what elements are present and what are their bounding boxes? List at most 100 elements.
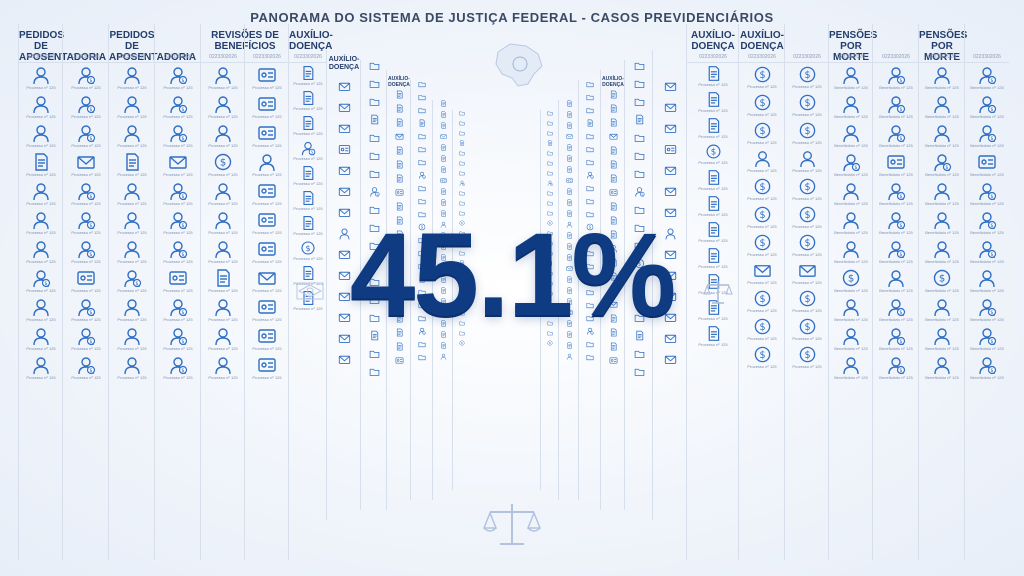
document-icon bbox=[441, 331, 446, 338]
person-icon bbox=[124, 67, 140, 85]
column-auxilio-doenca-16: 0223302026 $ Processo nº 125 $ Processo nº … bbox=[784, 24, 829, 560]
icon-caption: Processo nº 125 bbox=[252, 143, 282, 148]
list-item bbox=[601, 314, 625, 323]
document-icon bbox=[567, 331, 572, 338]
list-item: $ bbox=[453, 180, 471, 186]
svg-text:$: $ bbox=[591, 332, 593, 335]
list-item bbox=[579, 314, 601, 322]
icon-caption: Beneficiário nº 125 bbox=[970, 143, 1004, 148]
icon-caption: Processo nº 125 bbox=[792, 196, 822, 201]
list-item: Beneficiário nº 125 bbox=[873, 268, 919, 297]
person-dollar-icon: $ bbox=[170, 241, 188, 259]
brazil-map-icon bbox=[495, 43, 543, 87]
icon-caption: Processo nº 125 bbox=[71, 259, 101, 264]
folder-icon bbox=[418, 186, 426, 192]
envelope-icon bbox=[338, 355, 350, 364]
list-item: $ bbox=[579, 171, 601, 179]
list-item bbox=[559, 265, 579, 272]
list-item: $ bbox=[361, 258, 387, 269]
folder-icon bbox=[586, 238, 594, 244]
list-item bbox=[411, 249, 433, 257]
column-code: 0223302026 bbox=[829, 54, 873, 63]
list-item: Processo nº 125 bbox=[245, 239, 289, 268]
list-item bbox=[579, 145, 601, 153]
svg-text:$: $ bbox=[804, 210, 810, 221]
svg-text:$: $ bbox=[804, 350, 810, 361]
folder-icon bbox=[634, 134, 644, 142]
icon-caption: Processo nº 125 bbox=[71, 230, 101, 235]
svg-text:$: $ bbox=[848, 274, 854, 285]
icon-caption: Processo nº 125 bbox=[252, 201, 282, 206]
list-item bbox=[361, 348, 387, 359]
person-icon bbox=[799, 151, 815, 168]
envelope-icon bbox=[753, 265, 771, 277]
person-dollar-icon: $ bbox=[979, 67, 997, 85]
list-item bbox=[653, 311, 687, 324]
document-icon bbox=[419, 275, 425, 283]
person-icon bbox=[934, 357, 950, 375]
list-item: Processo nº 125 bbox=[245, 268, 289, 297]
dollar-circle-icon: $ bbox=[547, 220, 553, 226]
icon-caption: Beneficiário nº 125 bbox=[925, 85, 959, 90]
person-icon bbox=[934, 125, 950, 143]
list-item bbox=[327, 353, 361, 366]
folder-icon bbox=[547, 281, 553, 286]
person-icon bbox=[33, 183, 49, 201]
document-icon bbox=[708, 300, 719, 315]
dollar-circle-icon: $ bbox=[706, 144, 720, 159]
dollar-circle-icon: $ bbox=[799, 94, 815, 111]
list-item bbox=[361, 132, 387, 143]
icon-caption: Beneficiário nº 125 bbox=[970, 230, 1004, 235]
list-item bbox=[433, 210, 453, 217]
list-item bbox=[411, 145, 433, 153]
icon-caption: Processo nº 125 bbox=[293, 306, 323, 311]
list-item bbox=[625, 330, 653, 341]
column-code: 0223302026 bbox=[687, 54, 739, 63]
list-item: $ Processo nº 125 bbox=[785, 205, 829, 233]
dollar-circle-icon: $ bbox=[214, 153, 232, 171]
document-icon bbox=[396, 272, 403, 281]
icon-caption: Beneficiário nº 125 bbox=[970, 288, 1004, 293]
list-item bbox=[579, 262, 601, 270]
svg-text:$: $ bbox=[89, 223, 92, 229]
list-item bbox=[433, 309, 453, 316]
document-icon bbox=[303, 266, 314, 280]
list-item bbox=[433, 166, 453, 173]
list-item bbox=[361, 240, 387, 251]
list-item bbox=[541, 190, 559, 196]
list-item bbox=[327, 311, 361, 324]
column-code: 0223302026 bbox=[201, 54, 245, 63]
document-icon bbox=[587, 275, 593, 283]
page-title: PANORAMA DO SISTEMA DE JUSTIÇA FEDERAL -… bbox=[250, 10, 774, 25]
list-item: Processo nº 125 bbox=[19, 355, 63, 384]
document-icon bbox=[441, 243, 446, 250]
list-item: $ bbox=[625, 186, 653, 197]
list-item bbox=[541, 240, 559, 246]
icon-caption: Processo nº 125 bbox=[71, 143, 101, 148]
list-item: $ Processo nº 125 bbox=[63, 181, 109, 210]
svg-text:$: $ bbox=[181, 339, 184, 345]
folder-icon bbox=[586, 160, 594, 166]
list-item: Processo nº 125 bbox=[19, 152, 63, 181]
svg-text:$: $ bbox=[990, 252, 993, 258]
folder-icon bbox=[369, 98, 379, 106]
scales-of-justice-icon bbox=[482, 504, 542, 545]
icon-caption: Beneficiário nº 125 bbox=[879, 201, 913, 206]
column-auxilio-doenca-7: $ $ $ $ bbox=[452, 110, 471, 490]
list-item: Processo nº 125 bbox=[201, 268, 245, 297]
icon-caption: Processo nº 125 bbox=[208, 172, 238, 177]
list-item: $ bbox=[411, 171, 433, 179]
envelope-icon bbox=[664, 124, 676, 133]
list-item bbox=[387, 230, 411, 239]
folder-icon bbox=[547, 201, 553, 206]
list-item: Beneficiário nº 125 bbox=[873, 152, 919, 181]
icon-caption: Beneficiário nº 125 bbox=[925, 143, 959, 148]
list-item bbox=[559, 276, 579, 283]
list-item: $ Processo nº 125 bbox=[109, 268, 155, 297]
envelope-icon bbox=[338, 292, 350, 301]
folder-icon bbox=[586, 290, 594, 296]
list-item bbox=[559, 133, 579, 140]
folder-icon bbox=[369, 80, 379, 88]
id-card-icon bbox=[565, 178, 573, 183]
column-pedidos-aposentadoria-2: PEDIDOS DE APOSENTADORIA 0223302026 $Pro… bbox=[62, 24, 109, 560]
